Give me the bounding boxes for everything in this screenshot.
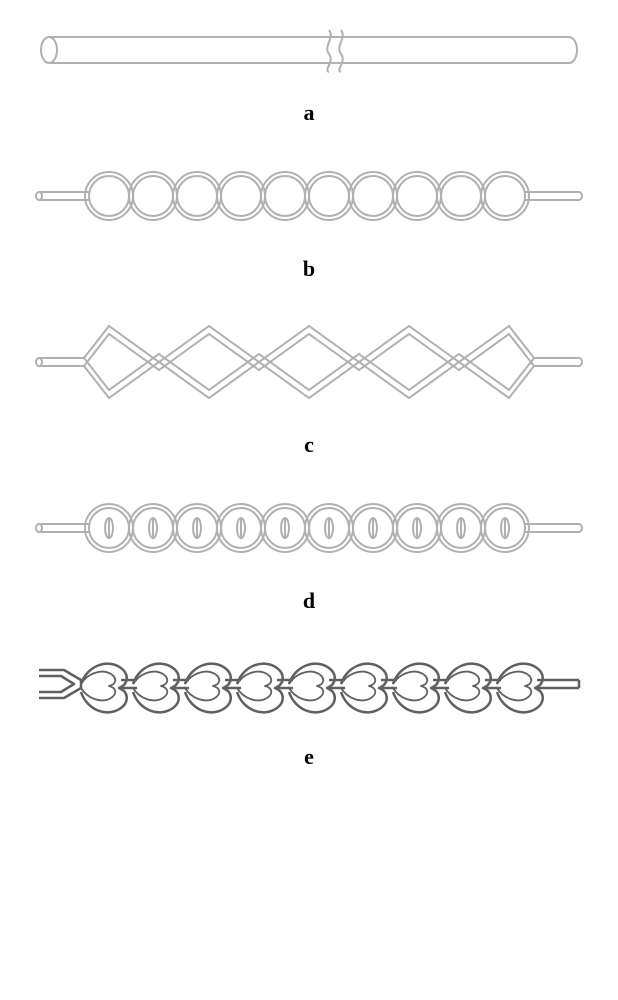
panel-c: c bbox=[0, 312, 618, 458]
diagram-circular-mixer bbox=[29, 156, 589, 236]
panel-label-a: a bbox=[304, 100, 315, 126]
diagram-heart-mixer bbox=[29, 644, 589, 724]
diagram-zigzag-mixer bbox=[29, 312, 589, 412]
panel-a: a bbox=[0, 20, 618, 126]
microchannel-figure: a bbox=[0, 0, 618, 820]
panel-d: d bbox=[0, 488, 618, 614]
panel-label-d: d bbox=[303, 588, 315, 614]
panel-e: e bbox=[0, 644, 618, 770]
panel-b: b bbox=[0, 156, 618, 282]
panel-label-e: e bbox=[304, 744, 314, 770]
diagram-circular-pillar-mixer bbox=[29, 488, 589, 568]
panel-label-b: b bbox=[303, 256, 315, 282]
diagram-tube bbox=[29, 20, 589, 80]
panel-label-c: c bbox=[304, 432, 314, 458]
